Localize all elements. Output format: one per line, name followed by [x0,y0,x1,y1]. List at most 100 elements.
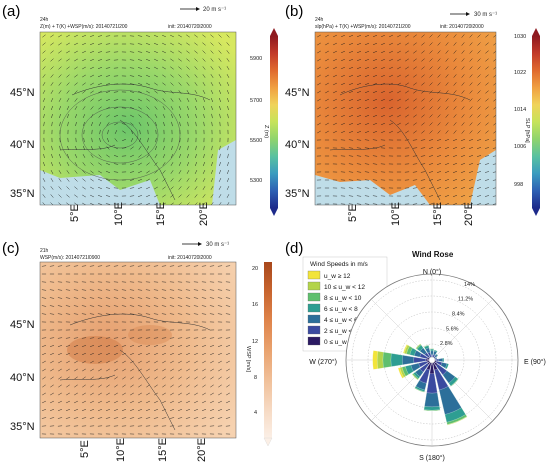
wind-vector [194,400,198,404]
wind-vector [194,170,198,174]
wind-vector [209,265,215,267]
wind-vector [461,98,465,102]
wind-vector [66,74,70,78]
wind-vector [186,392,190,396]
panel-a-cbtick-2: 5500 [250,138,262,144]
wind-vector [98,178,102,182]
wind-vector [81,337,87,339]
wind-vector [333,114,337,118]
wind-vector [162,74,166,78]
wind-vector [137,187,143,189]
wind-vector [202,82,206,86]
wind-vector [145,289,151,291]
rose-dir-east: E (90°) [524,358,546,366]
wind-vector [437,106,441,110]
wind-vector [59,145,61,151]
wind-vector [41,297,47,299]
rose-ring-label: 14% [464,282,475,288]
wind-vector [170,34,174,38]
wind-vector [185,313,191,315]
wind-vector [468,203,474,205]
wind-vector [372,90,378,94]
wind-vector [333,130,337,134]
wind-vector [154,170,158,174]
wind-vector [89,297,95,299]
wind-vector [130,352,134,356]
wind-vector [178,42,182,46]
wind-vector [177,289,183,291]
wind-vector [405,50,409,54]
wind-vector [193,305,199,307]
wind-vector [210,42,214,46]
wind-vector [218,178,222,182]
panel-b-coastline-2 [389,119,441,201]
wind-vector [209,297,215,299]
wind-vector [187,113,189,119]
wind-vector [225,289,231,291]
wind-vector [105,75,111,77]
wind-vector [82,392,86,396]
wind-vector [91,137,93,143]
panel-a-ref-vector: 20 m s⁻¹ [203,7,226,13]
wind-vector [162,170,166,174]
wind-vector [82,376,86,380]
wind-vector [161,417,167,419]
wind-vector [74,384,78,388]
wind-vector [42,58,46,62]
wind-vector [364,187,370,189]
panel-b-ref-vector: 30 m s⁻¹ [474,12,497,18]
wind-vector [341,66,345,70]
wind-vector [106,122,110,126]
wind-vector [210,97,214,103]
wind-vector [461,130,465,134]
panel-a-lat-labels: 45°N 40°N 35°N [10,87,35,200]
wind-vector [381,130,385,134]
wind-vector [452,195,458,197]
wind-vector [452,163,458,165]
wind-vector [73,289,79,291]
wind-vector [42,186,46,190]
wind-vector [333,90,337,94]
wind-vector [217,409,223,411]
wind-vector [97,409,103,411]
panel-b-lon-labels: 5°E 10°E 15°E 20°E [347,202,475,226]
wind-vector [162,352,166,356]
wind-vector [436,203,442,205]
wind-vector [145,203,151,205]
wind-vector [218,202,222,205]
wind-vector [113,409,119,411]
wind-vector [437,50,441,54]
wind-vector [89,43,95,45]
wind-vector [372,130,378,134]
wind-vector [217,265,223,267]
wind-vector [42,376,46,380]
panel-b-cbtick-0: 1030 [514,34,526,40]
wind-vector [170,352,174,356]
wind-vector [476,147,482,149]
wind-vector [138,146,142,150]
wind-vector [453,98,457,102]
wind-vector [348,50,354,54]
rose-legend-label: 0 ≤ u_w < 2 [324,339,358,346]
panel-c-map [40,262,236,438]
wind-vector [57,265,63,267]
wind-vector [153,289,159,291]
wind-vector [201,337,207,339]
wind-vector [412,195,418,197]
wind-vector [461,34,465,38]
wind-vector [468,139,474,141]
wind-vector [90,186,94,190]
wind-vector [461,50,465,54]
wind-vector [41,345,47,347]
wind-vector [178,170,182,174]
wind-vector [154,90,158,94]
wind-vector [65,297,71,299]
wind-vector [492,155,496,157]
wind-vector [193,313,199,315]
wind-vector [397,106,401,110]
wind-vector [445,82,449,86]
wind-vector [372,42,378,46]
wind-vector [90,82,94,86]
wind-vector [356,59,362,61]
wind-vector [74,34,78,38]
